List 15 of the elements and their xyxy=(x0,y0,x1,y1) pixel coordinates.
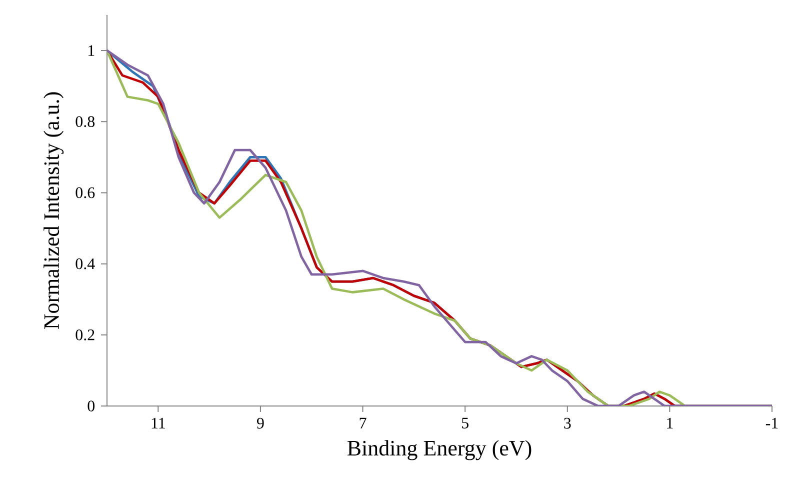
y-axis-title: Normalized Intensity (a.u.) xyxy=(44,92,64,329)
x-tick-label: 1 xyxy=(667,418,673,428)
x-tick-label: 7 xyxy=(360,418,366,428)
y-tick-label: 0 xyxy=(88,400,95,412)
x-tick-label: 9 xyxy=(256,418,264,429)
y-tick-label: 0.4 xyxy=(76,258,95,270)
x-tick-label: 3 xyxy=(564,418,571,429)
x-tick-label: 5 xyxy=(462,418,468,428)
y-tick-label: 0.6 xyxy=(76,187,95,198)
x-axis-title: Binding Energy (eV) xyxy=(347,440,532,460)
x-tick-label: -1 xyxy=(766,418,778,428)
y-tick-label: 0.8 xyxy=(76,116,95,128)
y-tick-label: 0.2 xyxy=(76,329,94,340)
x-tick-label: 11 xyxy=(152,418,165,428)
y-tick-label: 1 xyxy=(88,45,94,56)
